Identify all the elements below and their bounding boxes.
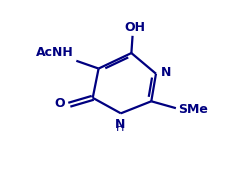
Text: OH: OH xyxy=(125,22,146,34)
Text: AcNH: AcNH xyxy=(36,46,74,59)
Text: O: O xyxy=(55,97,65,110)
Text: H: H xyxy=(115,123,124,133)
Text: SMe: SMe xyxy=(178,103,208,116)
Text: N: N xyxy=(161,66,172,79)
Text: N: N xyxy=(114,118,125,131)
